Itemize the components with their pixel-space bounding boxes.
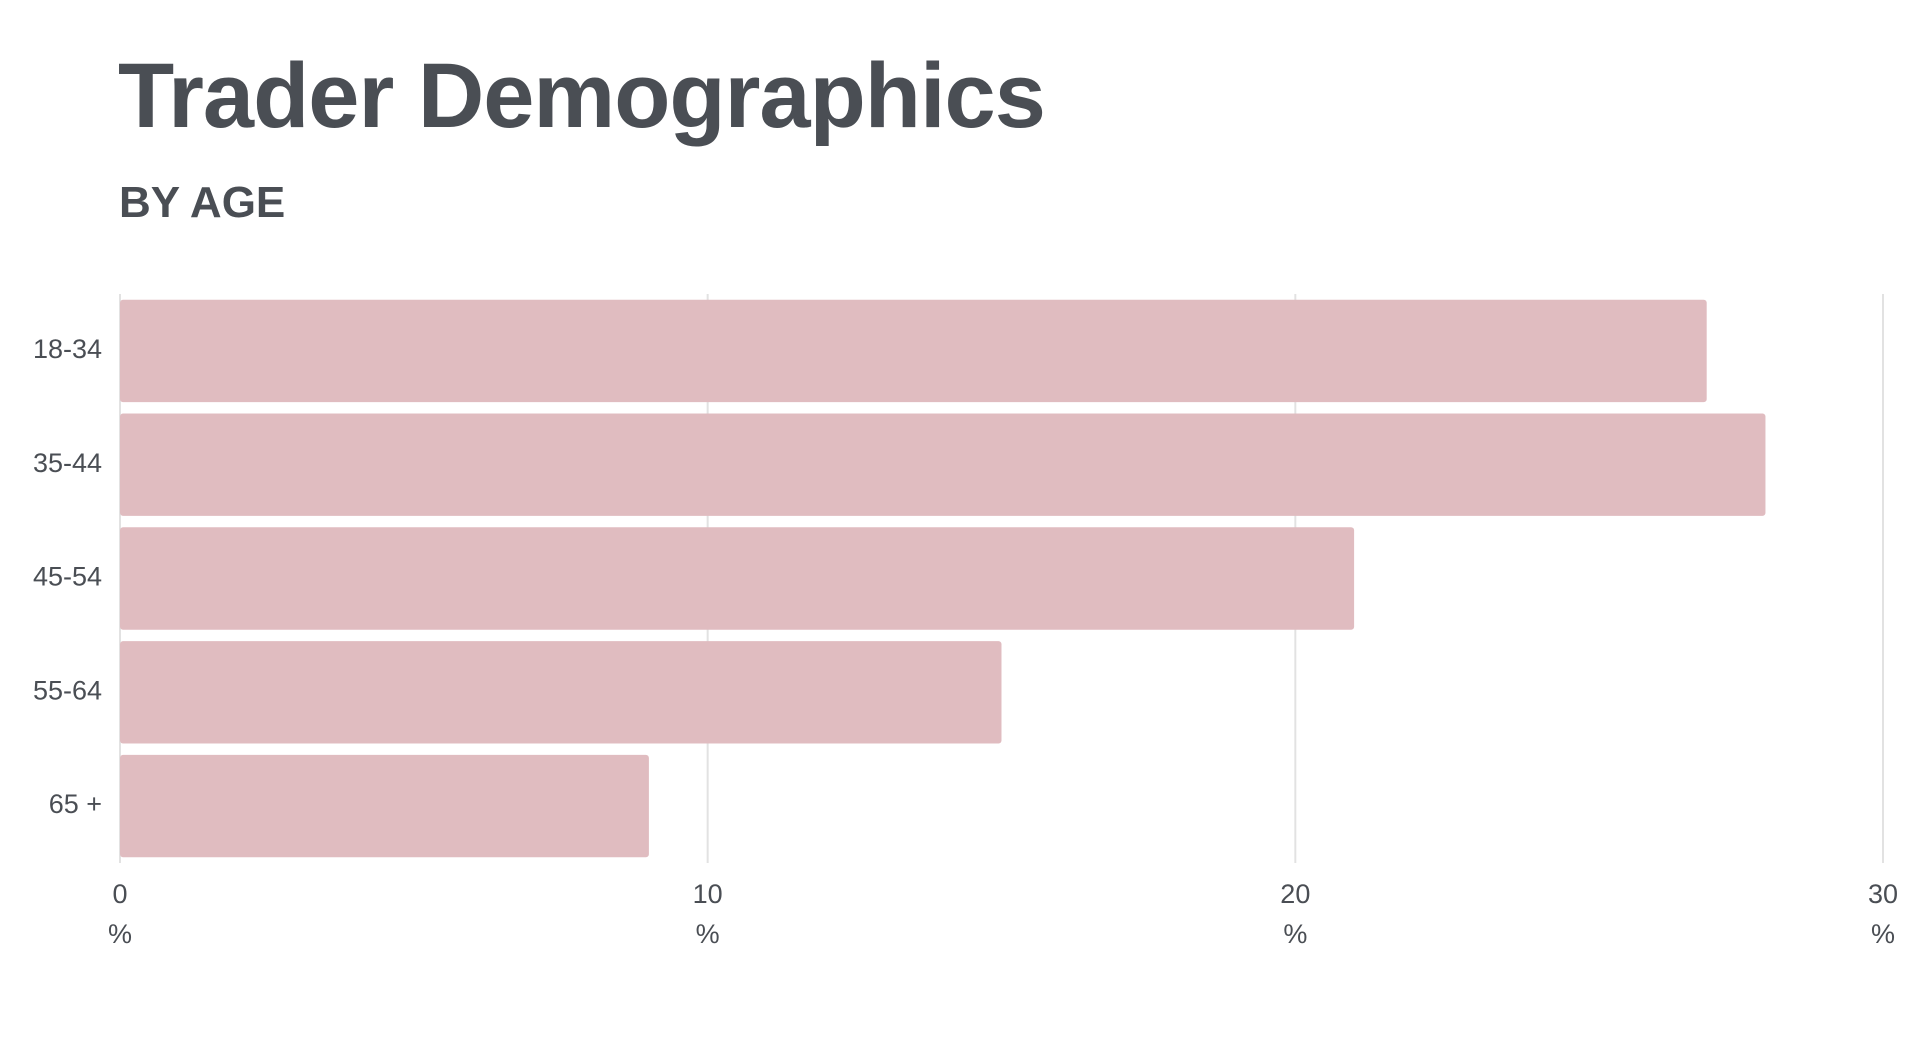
y-tick-label: 55-64 bbox=[33, 675, 102, 705]
bar bbox=[120, 527, 1355, 630]
y-tick-label: 65 + bbox=[49, 789, 102, 819]
bar bbox=[120, 299, 1707, 403]
chart-subtitle: BY AGE bbox=[119, 178, 286, 227]
y-tick-label: 45-54 bbox=[33, 562, 102, 592]
y-tick-label: 18-34 bbox=[33, 334, 102, 364]
x-tick-label: 10 % bbox=[692, 879, 723, 949]
y-tick-label: 35-44 bbox=[33, 448, 102, 478]
x-tick-label: 0 % bbox=[107, 879, 132, 949]
bar bbox=[120, 641, 1002, 744]
x-tick-label: 20 % bbox=[1280, 879, 1311, 949]
bar bbox=[120, 413, 1766, 516]
bar bbox=[120, 754, 649, 858]
chart-title: Trader Demographics bbox=[118, 45, 1046, 147]
x-tick-label: 30 % bbox=[1867, 879, 1899, 949]
